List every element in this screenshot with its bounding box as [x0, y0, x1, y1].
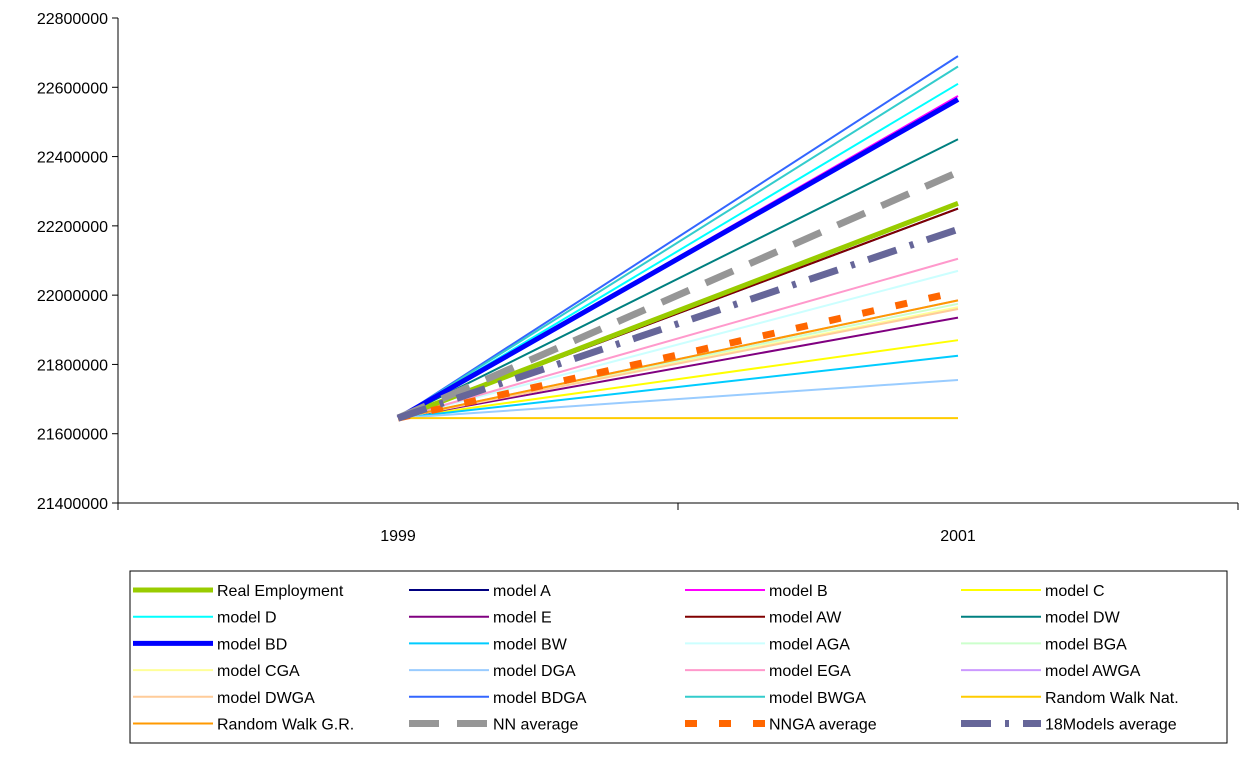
series-line-model-bw — [397, 354, 959, 420]
legend-label: model BD — [217, 636, 287, 653]
y-tick-label: 22400000 — [37, 150, 108, 167]
y-tick-label: 21400000 — [37, 496, 108, 513]
legend-label: model DWGA — [217, 690, 315, 707]
legend-label: Random Walk G.R. — [217, 717, 354, 734]
y-tick-label: 22600000 — [37, 80, 108, 97]
legend: Real Employment model A model B model C mode… — [129, 570, 1228, 744]
series-line-18models-average — [396, 226, 960, 422]
y-tick-label: 21600000 — [37, 427, 108, 444]
legend-label: 18Models average — [1045, 717, 1177, 734]
legend-label: model DW — [1045, 610, 1121, 627]
series-line-model-ega — [397, 257, 959, 420]
legend-label: model CGA — [217, 663, 300, 680]
series-line-model-bdga — [397, 55, 959, 419]
legend-label: model BW — [493, 636, 568, 653]
axes: 21400000 21600000 21800000 22000000 22200000… — [37, 11, 1239, 545]
series-line-real-employment — [397, 201, 959, 421]
series-line-model-aga — [397, 269, 959, 420]
legend-label: Real Employment — [217, 583, 344, 600]
series-line-model-e — [397, 316, 959, 420]
legend-box — [129, 570, 1228, 744]
legend-label: model BDGA — [493, 690, 587, 707]
legend-label: model AGA — [769, 636, 850, 653]
legend-label: model BGA — [1045, 636, 1127, 653]
series-line-model-bd — [396, 97, 960, 421]
series-line-model-dga — [397, 379, 959, 420]
legend-label: model BWGA — [769, 690, 866, 707]
series-line-model-c — [397, 339, 959, 420]
legend-label: model EGA — [769, 663, 851, 680]
y-tick-label: 22200000 — [37, 219, 108, 236]
series-line-model-dw — [397, 138, 959, 420]
series-line-model-dwga — [397, 308, 959, 420]
x-tick-label: 1999 — [380, 528, 416, 545]
legend-label: model B — [769, 583, 828, 600]
legend-label: NNGA average — [769, 717, 877, 734]
y-tick-label: 22000000 — [37, 288, 108, 305]
plot-area — [396, 55, 960, 422]
legend-label: model AW — [769, 610, 842, 627]
legend-label: model D — [217, 610, 277, 627]
series-line-nn-average — [396, 168, 960, 422]
legend-label: model A — [493, 583, 551, 600]
legend-label: NN average — [493, 717, 578, 734]
series-line-nnga-average — [397, 288, 959, 422]
x-tick-label: 2001 — [940, 528, 976, 545]
series-line-model-bwga — [397, 65, 959, 419]
legend-label: model E — [493, 610, 552, 627]
series-line-random-walk-g-r — [397, 299, 959, 420]
y-tick-label: 21800000 — [37, 357, 108, 374]
legend-label: model DGA — [493, 663, 576, 680]
legend-label: model C — [1045, 583, 1105, 600]
legend-label: Random Walk Nat. — [1045, 690, 1179, 707]
y-tick-label: 22800000 — [37, 11, 108, 28]
legend-label: model AWGA — [1045, 663, 1141, 680]
